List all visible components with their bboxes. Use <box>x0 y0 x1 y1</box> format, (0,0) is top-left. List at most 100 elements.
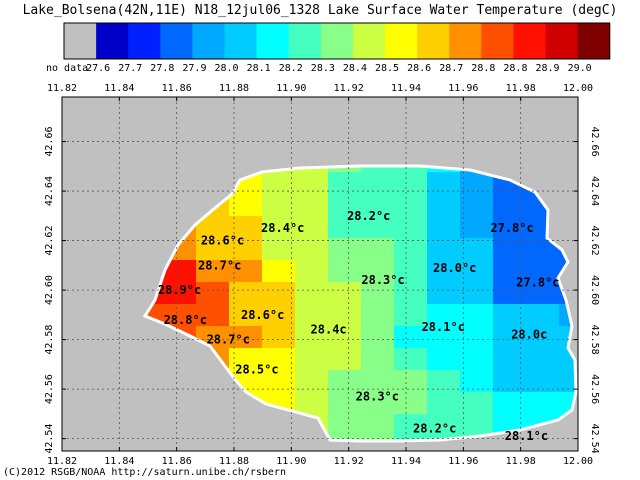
temperature-cell <box>427 194 461 217</box>
temperature-cell <box>394 282 428 305</box>
legend-label: 27.6 <box>86 63 110 74</box>
lon-tick-label-top: 11.92 <box>334 83 364 94</box>
temperature-cell <box>361 166 395 173</box>
temperature-cell <box>196 304 230 327</box>
temperature-cell <box>427 370 461 393</box>
credit-line: (C)2012 RSGB/NOAA http://saturn.unibe.ch… <box>3 467 286 478</box>
temperature-cell <box>328 172 362 195</box>
temperature-cell <box>361 348 395 371</box>
temperature-cell <box>262 172 296 195</box>
lon-tick-label-bottom: 11.88 <box>219 456 249 467</box>
temperature-cell <box>328 282 362 305</box>
graticule <box>62 97 578 451</box>
temperature-cell <box>394 166 428 173</box>
legend-label: 28.0 <box>215 63 239 74</box>
temperature-cell <box>262 238 296 261</box>
lon-tick-label-bottom: 11.92 <box>334 456 364 467</box>
legend-label: 28.3 <box>311 63 335 74</box>
temperature-cell <box>262 194 296 217</box>
lat-tick-label-left: 42.62 <box>44 226 55 256</box>
temperature-cell <box>361 392 395 415</box>
temperature-cell <box>460 370 494 393</box>
lon-tick-label-bottom: 11.86 <box>162 456 192 467</box>
lake-temperature-map: 11.82 11.82 11.84 11.84 11.86 11.86 11.88 11.88… <box>44 83 600 467</box>
temperature-cell <box>394 172 428 195</box>
temperature-cell <box>328 238 362 261</box>
temperature-cell <box>328 370 362 393</box>
lat-tick-label-right: 42.54 <box>589 424 600 454</box>
temperature-cell <box>328 436 362 441</box>
legend-swatch <box>320 23 354 59</box>
temperature-label: 28.7°c <box>207 333 250 347</box>
temperature-cell <box>394 216 428 239</box>
temperature-label: 27.8°c <box>490 221 533 235</box>
lon-tick-label-top: 12.00 <box>563 83 593 94</box>
temperature-label: 28.6°c <box>241 308 284 322</box>
legend-label: 27.9 <box>182 63 206 74</box>
temperature-cell <box>460 304 494 327</box>
temperature-cell <box>196 260 230 283</box>
lon-tick-label-top: 11.84 <box>104 83 134 94</box>
temperature-cell <box>229 348 263 371</box>
legend-label: 29.0 <box>568 63 592 74</box>
temperature-cell <box>526 260 560 283</box>
temperature-label: 28.6°c <box>201 234 244 248</box>
temperature-cell <box>328 326 362 349</box>
lon-tick-label-bottom: 11.90 <box>276 456 306 467</box>
lon-tick-label-bottom: 11.84 <box>104 456 134 467</box>
temperature-label: 27.8°c <box>516 276 559 290</box>
temperature-cell <box>526 282 560 305</box>
temperature-label: 28.1°c <box>422 320 465 334</box>
temperature-cell <box>361 172 395 195</box>
temperature-cell <box>196 282 230 305</box>
lat-tick-label-left: 42.58 <box>44 325 55 355</box>
temperature-label: 28.4°c <box>261 221 304 235</box>
temperature-cell <box>262 348 296 371</box>
temperature-cell <box>295 260 329 283</box>
temperature-label: 28.0c <box>511 328 547 342</box>
legend-label: 28.2 <box>279 63 303 74</box>
temperature-cell <box>361 194 395 217</box>
temperature-cell <box>295 326 329 349</box>
lat-tick-label-right: 42.58 <box>589 325 600 355</box>
lon-tick-label-top: 11.82 <box>47 83 77 94</box>
temperature-cell <box>394 436 428 441</box>
temperature-label: 28.8°c <box>164 313 207 327</box>
temperature-cell <box>328 166 362 173</box>
temperature-label: 28.3°c <box>361 273 404 287</box>
temperature-cell <box>394 238 428 261</box>
map-frame <box>61 96 579 452</box>
temperature-cell <box>394 326 428 349</box>
temperature-cell <box>427 238 461 261</box>
temperature-cell <box>328 348 362 371</box>
temperature-cell <box>163 260 197 283</box>
temperature-cell <box>427 216 461 239</box>
legend-label: 28.1 <box>247 63 271 74</box>
lon-tick-label-top: 11.98 <box>506 83 536 94</box>
legend-label: 28.8 <box>471 63 495 74</box>
temperature-cell <box>262 326 296 349</box>
legend-swatch <box>192 23 225 59</box>
lat-tick-label-left: 42.66 <box>44 127 55 157</box>
temperature-cell <box>394 304 428 327</box>
temperature-cell <box>394 260 428 283</box>
legend-label: 28.5 <box>375 63 399 74</box>
temperature-cell <box>295 304 329 327</box>
temperature-cell <box>361 216 395 239</box>
legend-swatch <box>545 23 579 59</box>
temperature-cell <box>427 326 461 349</box>
legend-swatch-nodata <box>64 23 97 59</box>
legend-swatch <box>128 23 161 59</box>
lon-tick-label-bottom: 11.82 <box>47 456 77 467</box>
legend-swatch <box>352 23 386 59</box>
legend-frame <box>63 22 611 60</box>
legend-swatch <box>513 23 546 59</box>
lat-tick-label-left: 42.54 <box>44 424 55 454</box>
legend-swatch <box>417 23 450 59</box>
temperature-cell <box>394 370 428 393</box>
temperature-cell <box>361 370 395 393</box>
temperature-cell <box>394 414 428 437</box>
temperature-cell <box>427 282 461 305</box>
temperature-cell <box>460 414 494 437</box>
temperature-cell <box>295 282 329 305</box>
